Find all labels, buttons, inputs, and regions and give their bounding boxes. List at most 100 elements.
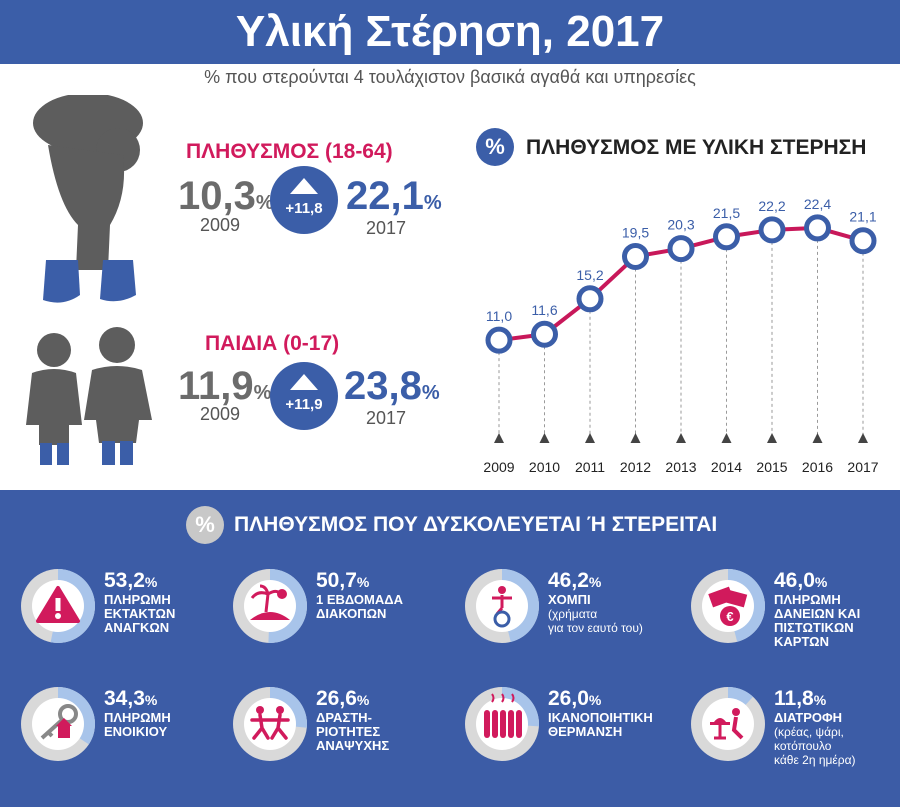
item-value: 46,0%	[774, 569, 828, 592]
warning-icon	[36, 586, 80, 623]
item-text: 11,8% ΔΙΑΤΡΟΦΗ (κρέας, ψάρι, κοτόπουλο κάθε …	[774, 687, 856, 768]
data-label: 11,6	[531, 302, 557, 318]
axis-tick-marker	[721, 433, 732, 443]
radiator-icon	[484, 693, 522, 738]
item-value: 26,6%	[316, 687, 370, 710]
item-value: 53,2%	[104, 569, 158, 592]
share-pie	[465, 569, 539, 643]
data-point	[713, 223, 740, 251]
item-label: ΑΝΑΨΥΧΗΣ	[316, 738, 390, 753]
population-value-2017: 22,1%	[346, 174, 442, 218]
item-text: 50,7% 1 ΕΒΔΟΜΑΔΑ ΔΙΑΚΟΠΩΝ	[316, 570, 403, 621]
children-change: +11,9	[285, 396, 323, 413]
share-pie	[465, 687, 539, 761]
item-label: ΠΙΣΤΩΤΙΚΩΝ	[774, 620, 854, 635]
item-note: για τον εαυτό του)	[548, 621, 643, 635]
data-point	[804, 214, 831, 242]
axis-tick-marker	[585, 433, 595, 443]
item-value: 50,7%	[316, 569, 370, 592]
bottom-panel	[0, 490, 900, 807]
dining-icon	[710, 708, 744, 740]
item-label: ΔΙΑΚΟΠΩΝ	[316, 606, 387, 621]
bottom-percent-badge: %	[186, 506, 224, 544]
item-label: ΕΝΟΙΚΙΟΥ	[104, 724, 168, 739]
children-icon	[26, 327, 152, 465]
item-label: ΧΟΜΠΙ	[548, 592, 591, 607]
item-label: 1 ΕΒΔΟΜΑΔΑ	[316, 592, 403, 607]
item-label: ΡΙΟΤΗΤΕΣ	[316, 724, 381, 739]
dancing-icon	[250, 706, 290, 740]
item-text: 26,6% ΔΡΑΣΤΗ- ΡΙΟΤΗΤΕΣ ΑΝΑΨΥΧΗΣ	[316, 688, 389, 753]
share-pie	[21, 569, 95, 643]
population-change-badge: +11,8	[270, 166, 338, 234]
chart-title: ΠΛΗΘΥΣΜΟΣ ΜΕ ΥΛΙΚΗ ΣΤΕΡΗΣΗ	[526, 136, 867, 159]
population-value-2009: 10,3%	[178, 174, 274, 218]
item-note: κοτόπουλο	[774, 739, 832, 753]
item-value: 34,3%	[104, 687, 158, 710]
unicycle-icon	[492, 586, 512, 628]
bottom-title: ΠΛΗΘΥΣΜΟΣ ΠΟΥ ΔΥΣΚΟΛΕΥΕΤΑΙ Ή ΣΤΕΡΕΙΤΑΙ	[234, 513, 718, 536]
island-icon	[250, 584, 290, 620]
item-note: (χρήματα	[548, 607, 598, 621]
x-tick-label: 2016	[802, 459, 833, 475]
data-label: 21,1	[849, 209, 876, 225]
children-label: ΠΑΙΔΙΑ (0-17)	[205, 332, 340, 355]
data-point	[531, 320, 558, 348]
item-note: κάθε 2η ημέρα)	[774, 753, 856, 767]
pie-hole	[244, 698, 296, 750]
share-pie	[691, 687, 765, 761]
item-label: ΔΡΑΣΤΗ-	[316, 710, 372, 725]
data-label: 15,2	[576, 267, 603, 283]
axis-tick-marker	[676, 433, 686, 443]
deprivation-item: 26,0% ΙΚΑΝΟΠΟΙΗΤΙΚΗ ΘΕΡΜΑΝΣΗ	[464, 686, 674, 796]
share-pie	[233, 687, 307, 761]
item-label: ΑΝΑΓΚΩΝ	[104, 620, 170, 635]
children-year-2009: 2009	[200, 404, 241, 424]
data-label: 21,5	[713, 205, 740, 221]
svg-text:€: €	[726, 609, 733, 624]
share-pie	[21, 687, 96, 761]
item-label: ΠΛΗΡΩΜΗ	[774, 592, 841, 607]
page-subtitle: % που στερούνται 4 τουλάχιστον βασικά αγ…	[204, 67, 696, 87]
deprivation-item: 34,3% ΠΛΗΡΩΜΗ ΕΝΟΙΚΙΟΥ	[20, 686, 230, 796]
adult-carrying-sack-icon	[33, 95, 143, 303]
children-value-2017: 23,8%	[344, 364, 440, 408]
axis-tick-marker	[767, 433, 777, 443]
deprivation-item: 11,8% ΔΙΑΤΡΟΦΗ (κρέας, ψάρι, κοτόπουλο κάθε …	[690, 686, 900, 796]
population-year-2017: 2017	[366, 218, 407, 238]
item-text: 53,2% ΠΛΗΡΩΜΗ ΕΚΤΑΚΤΩΝ ΑΝΑΓΚΩΝ	[104, 570, 175, 635]
item-label: ΠΛΗΡΩΜΗ	[104, 592, 171, 607]
item-value: 11,8%	[774, 687, 827, 710]
x-tick-label: 2014	[711, 459, 742, 475]
population-label: ΠΛΗΘΥΣΜΟΣ (18-64)	[186, 140, 393, 163]
x-tick-label: 2010	[529, 459, 560, 475]
x-tick-label: 2012	[620, 459, 651, 475]
data-point	[485, 326, 513, 354]
item-label: ΕΚΤΑΚΤΩΝ	[104, 606, 176, 621]
x-tick-label: 2017	[847, 459, 878, 475]
share-pie: €	[691, 569, 765, 643]
axis-tick-marker	[539, 433, 550, 443]
item-label: ΠΛΗΡΩΜΗ	[104, 710, 171, 725]
deprivation-item: 50,7% 1 ΕΒΔΟΜΑΔΑ ΔΙΑΚΟΠΩΝ	[232, 568, 442, 678]
item-label: ΙΚΑΝΟΠΟΙΗΤΙΚΗ	[548, 710, 653, 725]
data-point	[667, 235, 695, 263]
item-note: (κρέας, ψάρι,	[774, 725, 844, 739]
item-label: ΘΕΡΜΑΝΣΗ	[548, 724, 623, 739]
deprivation-item: 53,2% ΠΛΗΡΩΜΗ ΕΚΤΑΚΤΩΝ ΑΝΑΓΚΩΝ	[20, 568, 230, 678]
item-value: 46,2%	[548, 569, 602, 592]
data-label: 22,4	[804, 196, 831, 212]
house-key-icon	[40, 704, 78, 740]
up-arrow-icon	[290, 374, 318, 390]
population-year-2009: 2009	[200, 215, 241, 235]
cards-icon: €	[708, 586, 748, 626]
item-text: 46,0% ΠΛΗΡΩΜΗ ΔΑΝΕΙΩΝ ΚΑΙ ΠΙΣΤΩΤΙΚΩΝ ΚΑΡΤΩΝ	[774, 570, 860, 649]
item-label: ΔΙΑΤΡΟΦΗ	[774, 710, 843, 725]
deprivation-item: €46,0% ΠΛΗΡΩΜΗ ΔΑΝΕΙΩΝ ΚΑΙ ΠΙΣΤΩΤΙΚΩΝ ΚΑΡΤΩΝ	[690, 568, 900, 678]
x-tick-label: 2013	[665, 459, 696, 475]
x-tick-label: 2009	[483, 459, 514, 475]
item-text: 26,0% ΙΚΑΝΟΠΟΙΗΤΙΚΗ ΘΕΡΜΑΝΣΗ	[548, 688, 653, 739]
axis-tick-marker	[858, 433, 868, 443]
item-value: 26,0%	[548, 687, 602, 710]
